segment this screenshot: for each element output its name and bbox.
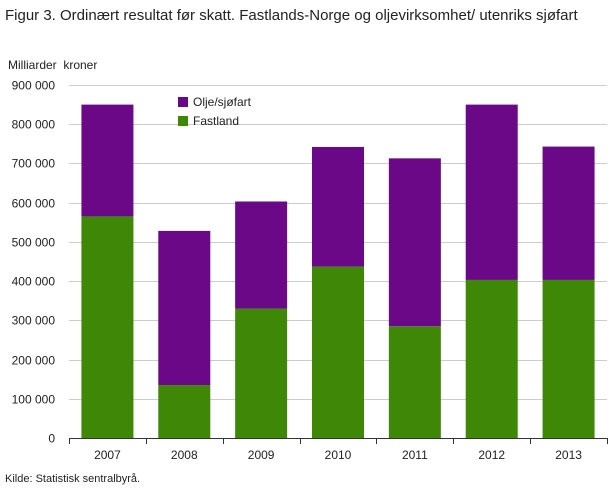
- x-tick-label: 2012: [478, 448, 505, 462]
- bars: [81, 104, 595, 438]
- y-tick-label: 200 000: [12, 354, 56, 368]
- legend-label: Fastland: [193, 114, 239, 128]
- legend-swatch-fastland: [178, 116, 188, 126]
- bar-fastland-2013: [542, 279, 595, 438]
- bar-fastland-2009: [235, 308, 288, 438]
- chart-title: Figur 3. Ordinært resultat før skatt. Fa…: [5, 7, 578, 24]
- y-tick-label: 800 000: [12, 118, 56, 132]
- y-axis-ticks: 0 100 000 200 000 300 000 400 000 500 000 600 …: [12, 79, 56, 446]
- bar-olje-sjofart-2013: [542, 146, 595, 280]
- y-tick-label: 0: [48, 432, 55, 446]
- legend: Olje/sjøfart Fastland: [178, 95, 252, 128]
- x-tick-label: 2010: [325, 448, 352, 462]
- y-tick-label: 300 000: [12, 314, 56, 328]
- legend-label: Olje/sjøfart: [193, 95, 252, 109]
- y-tick-label: 400 000: [12, 275, 56, 289]
- x-tick-label: 2008: [171, 448, 198, 462]
- x-tick-label: 2011: [402, 448, 428, 462]
- y-tick-label: 100 000: [12, 393, 56, 407]
- x-axis: 2007 2008 2009 2010 2011 2012 2013: [69, 438, 608, 462]
- x-tick-label: 2009: [248, 448, 275, 462]
- y-tick-label: 500 000: [12, 236, 56, 250]
- bar-olje-sjofart-2007: [81, 104, 134, 217]
- source-note: Kilde: Statistisk sentralbyrå.: [5, 473, 141, 485]
- x-tick-label: 2013: [555, 448, 582, 462]
- x-tick-label: 2007: [94, 448, 121, 462]
- bar-fastland-2008: [158, 385, 211, 438]
- bar-fastland-2007: [81, 216, 134, 438]
- bar-fastland-2010: [312, 266, 364, 438]
- bar-olje-sjofart-2012: [465, 104, 518, 280]
- y-tick-label: 600 000: [12, 197, 56, 211]
- bar-olje-sjofart-2009: [235, 201, 288, 309]
- bar-olje-sjofart-2008: [158, 230, 211, 386]
- bar-fastland-2011: [388, 326, 441, 438]
- legend-swatch-olje-sjofart: [178, 97, 188, 107]
- y-axis-unit-label: Milliarder kroner: [8, 58, 98, 72]
- bar-olje-sjofart-2011: [388, 158, 441, 327]
- y-tick-label: 700 000: [12, 157, 56, 171]
- bar-olje-sjofart-2010: [312, 146, 364, 267]
- y-tick-label: 900 000: [12, 79, 56, 93]
- bar-fastland-2012: [465, 279, 518, 438]
